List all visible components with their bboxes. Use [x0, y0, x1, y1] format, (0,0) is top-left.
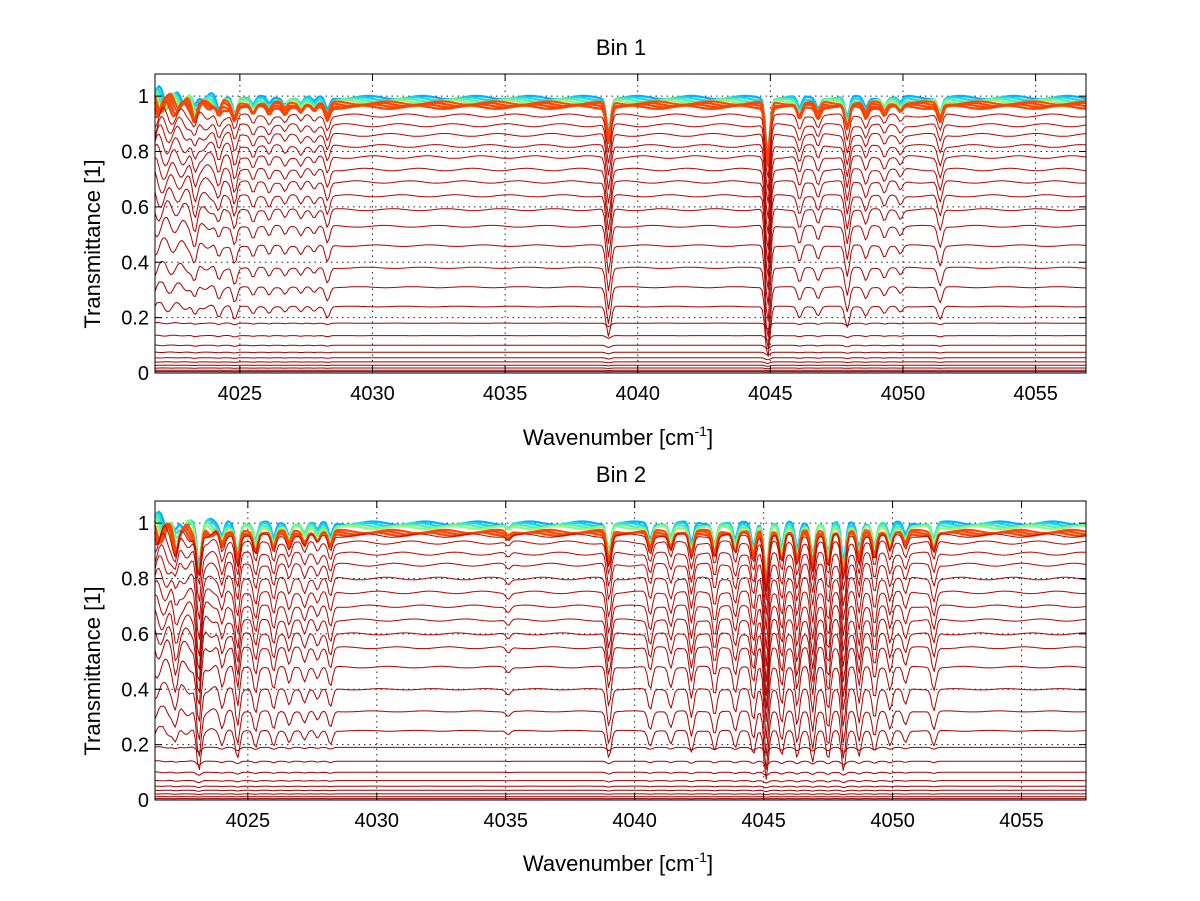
spectrum-trace: [154, 361, 1086, 364]
spectrum-trace: [154, 579, 1087, 667]
x-axis-label-exponent: -1: [695, 849, 708, 865]
spectrum-trace: [154, 658, 1087, 740]
spectrum-trace: [154, 785, 1086, 789]
spectrum-trace: [154, 682, 1086, 757]
spectrum-trace: [154, 97, 1087, 168]
spectrum-trace: [154, 760, 1086, 767]
spectrum-trace: [154, 106, 1087, 179]
x-axis-label: Wavenumber [cm-1]: [523, 423, 713, 450]
y-tick-label: 1: [138, 86, 149, 108]
spectrum-trace: [154, 124, 1087, 204]
spectrum-trace: [154, 544, 1087, 615]
y-tick-label: 0.6: [121, 624, 149, 646]
spectrum-trace: [155, 364, 1086, 367]
spectrum-trace: [154, 639, 1087, 722]
spectrum-trace: [155, 793, 1086, 796]
x-tick-label: 4055: [1013, 383, 1058, 405]
axis-ticks: 4025 4030 4035 4040 4045 4050 4055 0 0.2 0.4 0.6 0.…: [121, 74, 1086, 405]
x-tick-label: 4050: [870, 810, 915, 832]
x-tick-label: 4035: [483, 810, 528, 832]
subplot-bin-2: Bin 2 Transmittance [1] Wavenumber [cm-1…: [80, 462, 1087, 876]
y-tick-label: 0.2: [121, 735, 149, 757]
spectrum-trace: [155, 367, 1086, 370]
x-tick-label: 4025: [218, 383, 263, 405]
spectrum-trace: [154, 779, 1086, 784]
y-tick-label: 1: [138, 513, 149, 535]
y-tick-label: 0: [138, 790, 149, 812]
y-tick-label: 0.6: [121, 197, 149, 219]
spectrum-trace: [154, 133, 1087, 219]
spectrum-trace: [154, 156, 1087, 250]
spectrum-trace: [154, 609, 1087, 697]
spectrum-trace: [154, 187, 1087, 277]
y-tick-label: 0.2: [121, 308, 149, 330]
x-axis-label-text: Wavenumber [cm: [523, 851, 695, 876]
x-axis-label: Wavenumber [cm-1]: [523, 849, 713, 876]
y-tick-label: 0.4: [121, 252, 149, 274]
x-tick-label: 4045: [748, 383, 793, 405]
spectrum-trace: [154, 357, 1086, 361]
x-tick-label: 4050: [881, 383, 926, 405]
spectrum-trace: [154, 726, 1087, 780]
spectrum-trace: [154, 705, 1087, 771]
spectrum-trace: [154, 322, 1087, 330]
x-axis-label-suffix: ]: [707, 851, 713, 876]
spectrum-trace: [153, 91, 1087, 157]
spectra-traces: [153, 85, 1087, 373]
spectrum-trace: [154, 237, 1087, 322]
spectrum-trace: [154, 532, 1087, 601]
subplot-bin-1: Bin 1 Transmittance [1] Wavenumber [cm-1…: [80, 35, 1087, 450]
x-axis-label-text: Wavenumber [cm: [523, 425, 695, 450]
x-tick-label: 4055: [999, 810, 1044, 832]
spectrum-trace: [154, 116, 1087, 191]
spectrum-trace: [154, 567, 1087, 649]
x-tick-label: 4035: [483, 383, 528, 405]
spectrum-trace: [154, 746, 1086, 754]
spectrum-trace: [154, 302, 1087, 357]
y-tick-label: 0.8: [121, 569, 149, 591]
spectrum-trace: [155, 796, 1086, 798]
spectrum-trace: [154, 525, 1087, 592]
spectrum-trace: [154, 281, 1086, 349]
spectrum-trace: [154, 217, 1086, 306]
y-axis-label: Transmittance [1]: [80, 159, 105, 328]
spectrum-trace: [154, 261, 1087, 338]
x-tick-label: 4030: [355, 810, 400, 832]
y-axis-label: Transmittance [1]: [80, 586, 105, 755]
spectrum-trace: [154, 143, 1087, 235]
spectrum-trace: [154, 351, 1086, 356]
spectrum-trace: [154, 200, 1087, 290]
axis-ticks: 4025 4030 4035 4040 4045 4050 4055 0 0.2 0.4 0.6 0.…: [121, 501, 1086, 832]
x-axis-label-exponent: -1: [695, 423, 708, 439]
subplot-title: Bin 2: [596, 462, 646, 487]
x-tick-label: 4030: [350, 383, 395, 405]
y-tick-label: 0.4: [121, 679, 149, 701]
plot-frame: [154, 500, 1087, 801]
spectrum-trace: [155, 334, 1086, 341]
y-tick-label: 0: [138, 363, 149, 385]
spectrum-trace: [154, 789, 1086, 793]
spectra-traces: [153, 510, 1087, 800]
spectrum-trace: [155, 771, 1086, 777]
x-axis-label-suffix: ]: [707, 425, 713, 450]
spectrum-trace: [154, 171, 1087, 264]
x-tick-label: 4025: [226, 810, 271, 832]
spectrum-trace: [154, 555, 1087, 630]
subplot-title: Bin 1: [596, 35, 646, 60]
x-tick-label: 4040: [612, 810, 657, 832]
spectrum-trace: [153, 516, 1087, 578]
x-tick-label: 4045: [741, 810, 786, 832]
spectrum-trace: [154, 594, 1087, 683]
spectrum-trace: [154, 626, 1086, 710]
spectrum-trace: [154, 344, 1086, 350]
x-tick-label: 4040: [615, 383, 660, 405]
y-tick-label: 0.8: [121, 142, 149, 164]
plot-frame: [154, 73, 1087, 374]
